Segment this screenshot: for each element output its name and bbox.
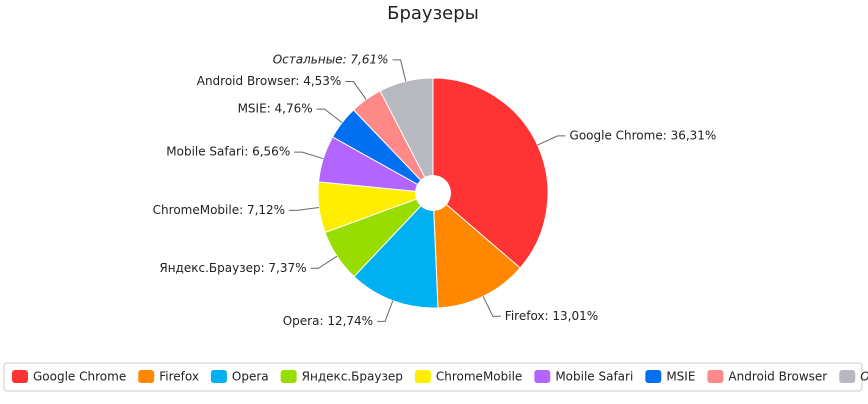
data-label: Firefox: 13,01% xyxy=(505,309,598,323)
data-label: Mobile Safari: 6,56% xyxy=(166,145,290,159)
legend-swatch xyxy=(138,370,155,383)
legend-label: Firefox xyxy=(159,370,199,384)
leader-line xyxy=(345,81,367,100)
legend-label: MSIE xyxy=(666,370,695,384)
legend-swatch xyxy=(645,370,662,383)
legend-label: Android Browser xyxy=(728,370,827,384)
legend-swatch xyxy=(12,370,28,383)
data-label: Google Chrome: 36,31% xyxy=(570,128,717,142)
leader-line xyxy=(482,296,501,317)
data-label: Android Browser: 4,53% xyxy=(197,74,342,88)
leader-line xyxy=(294,151,324,160)
pie-slice xyxy=(432,191,521,309)
legend-swatch xyxy=(707,370,724,383)
legend-swatch xyxy=(414,370,431,383)
chart-title: Браузеры xyxy=(387,3,479,24)
donut-hole xyxy=(415,175,451,211)
leader-line xyxy=(537,135,566,146)
leader-line xyxy=(316,108,343,124)
data-label: Яндекс.Браузер: 7,37% xyxy=(159,261,306,275)
pie-slice xyxy=(353,191,439,309)
legend-label: ChromeMobile xyxy=(436,370,522,384)
leader-line xyxy=(377,300,394,322)
data-label: Opera: 12,74% xyxy=(283,314,373,328)
legend-label: Остальные xyxy=(860,370,868,384)
leader-line xyxy=(310,255,338,269)
leader-line xyxy=(392,59,407,82)
legend-label: Mobile Safari xyxy=(555,370,633,384)
legend-swatch xyxy=(534,370,551,383)
data-label: Остальные: 7,61% xyxy=(273,52,389,66)
legend-label: Яндекс.Браузер xyxy=(302,370,403,384)
leader-line xyxy=(289,207,319,211)
legend-swatch xyxy=(839,370,856,383)
pie-slice xyxy=(379,77,434,194)
data-label: ChromeMobile: 7,12% xyxy=(153,203,285,217)
legend-label: Opera xyxy=(232,370,269,384)
legend-swatch xyxy=(280,370,297,383)
legend-swatch xyxy=(210,370,227,383)
data-label: MSIE: 4,76% xyxy=(238,102,313,116)
legend-label: Google Chrome xyxy=(33,370,126,384)
